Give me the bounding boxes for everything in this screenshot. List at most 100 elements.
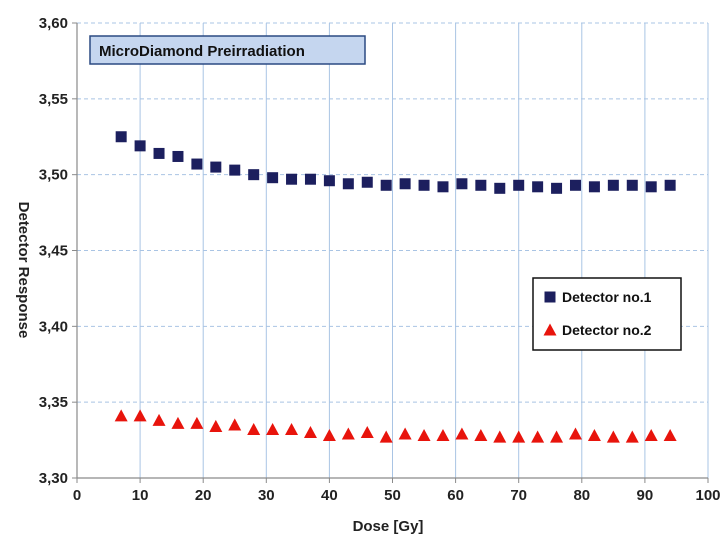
data-point — [626, 179, 638, 191]
data-point — [418, 179, 430, 191]
data-point — [474, 429, 488, 442]
data-point — [587, 429, 601, 442]
data-point — [209, 419, 223, 432]
data-point — [417, 429, 431, 442]
data-point — [152, 413, 166, 426]
y-tick-label: 3,30 — [39, 470, 68, 487]
data-point — [172, 150, 184, 162]
data-point — [380, 179, 392, 191]
plot-series — [114, 131, 677, 443]
y-axis-title: Detector Response — [15, 202, 32, 339]
legend-box — [532, 277, 682, 351]
data-point — [191, 158, 203, 170]
legend-marker-square — [544, 291, 556, 303]
data-point — [210, 161, 222, 173]
legend[interactable]: Detector no.1 Detector no.2 — [532, 277, 682, 351]
x-tick-label: 70 — [510, 487, 527, 504]
data-point — [285, 422, 299, 435]
data-point — [115, 131, 127, 143]
data-point — [569, 179, 581, 191]
series-2 — [114, 409, 677, 443]
y-tick-label: 3,40 — [39, 318, 68, 335]
data-point — [645, 181, 657, 193]
data-point — [436, 429, 450, 442]
y-tick-label: 3,60 — [39, 15, 68, 32]
legend-marker-triangle — [543, 323, 557, 336]
x-tick-label: 10 — [132, 487, 149, 504]
x-tick-label: 80 — [573, 487, 590, 504]
data-point — [153, 147, 165, 159]
x-tick-label: 100 — [695, 487, 720, 504]
data-point — [437, 181, 449, 193]
axes — [72, 22, 709, 483]
data-point — [531, 430, 545, 443]
legend-marker — [544, 291, 556, 303]
data-point — [303, 426, 317, 439]
data-point — [286, 173, 298, 185]
data-point — [134, 140, 146, 152]
grid — [77, 22, 709, 478]
data-point — [513, 179, 525, 191]
data-point — [550, 430, 564, 443]
data-point — [267, 172, 279, 184]
x-tick-label: 0 — [73, 487, 81, 504]
data-point — [322, 429, 336, 442]
x-tick-label: 60 — [447, 487, 464, 504]
data-point — [475, 179, 487, 191]
data-point — [266, 422, 280, 435]
data-point — [323, 175, 335, 187]
y-tick-label: 3,45 — [39, 243, 68, 260]
data-point — [114, 409, 128, 422]
data-point — [399, 178, 411, 190]
data-point — [494, 182, 506, 194]
data-point — [456, 178, 468, 190]
data-point — [644, 429, 658, 442]
data-point — [455, 427, 469, 440]
legend-marker — [543, 323, 557, 336]
data-point — [532, 181, 544, 193]
x-tick-label: 90 — [637, 487, 654, 504]
y-tick-label: 3,55 — [39, 91, 68, 108]
data-point — [607, 179, 619, 191]
data-point — [398, 427, 412, 440]
title-box-rect — [89, 35, 366, 65]
x-tick-label: 20 — [195, 487, 212, 504]
legend-item-detector-2[interactable]: Detector no.2 — [543, 322, 652, 338]
y-tick-label: 3,35 — [39, 394, 68, 411]
data-point — [551, 182, 563, 194]
series-1 — [115, 131, 676, 194]
data-point — [664, 179, 676, 191]
data-point — [663, 429, 677, 442]
x-axis-title: Dose [Gy] — [353, 518, 424, 535]
data-point — [248, 169, 260, 181]
data-point — [341, 427, 355, 440]
data-point — [247, 422, 261, 435]
data-point — [568, 427, 582, 440]
chart-title-box: MicroDiamond Preirradiation — [89, 35, 366, 65]
data-point — [361, 176, 373, 188]
data-point — [606, 430, 620, 443]
data-point — [229, 164, 241, 176]
x-tick-labels: 0 10 20 30 40 50 60 70 80 90 100 — [73, 487, 720, 504]
data-point — [171, 416, 185, 429]
data-point — [190, 416, 204, 429]
data-point — [228, 418, 242, 431]
data-point — [133, 409, 147, 422]
data-point — [360, 426, 374, 439]
x-tick-label: 50 — [384, 487, 401, 504]
data-point — [493, 430, 507, 443]
data-point — [342, 178, 354, 190]
y-tick-label: 3,50 — [39, 167, 68, 184]
data-point — [304, 173, 316, 185]
data-point — [625, 430, 639, 443]
legend-label-detector-2: Detector no.2 — [562, 322, 652, 338]
y-tick-labels: 3,30 3,35 3,40 3,45 3,50 3,55 3,60 — [39, 15, 68, 487]
legend-item-detector-1[interactable]: Detector no.1 — [544, 289, 652, 305]
data-point — [379, 430, 393, 443]
data-point — [588, 181, 600, 193]
x-tick-label: 40 — [321, 487, 338, 504]
x-tick-label: 30 — [258, 487, 275, 504]
legend-label-detector-1: Detector no.1 — [562, 289, 652, 305]
chart-title: MicroDiamond Preirradiation — [99, 43, 305, 60]
